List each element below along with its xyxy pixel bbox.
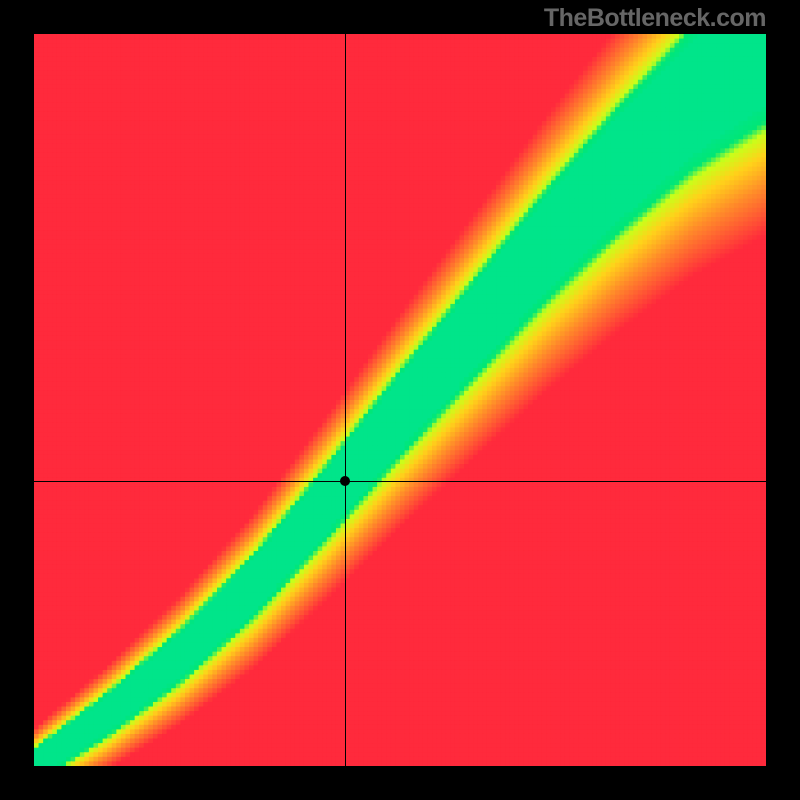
watermark-text: TheBottleneck.com [544, 4, 766, 33]
crosshair-vertical [345, 34, 346, 766]
plot-area [34, 34, 766, 766]
crosshair-horizontal [34, 481, 766, 482]
chart-container: TheBottleneck.com [0, 0, 800, 800]
data-point-marker [340, 476, 350, 486]
heatmap-canvas [34, 34, 766, 766]
